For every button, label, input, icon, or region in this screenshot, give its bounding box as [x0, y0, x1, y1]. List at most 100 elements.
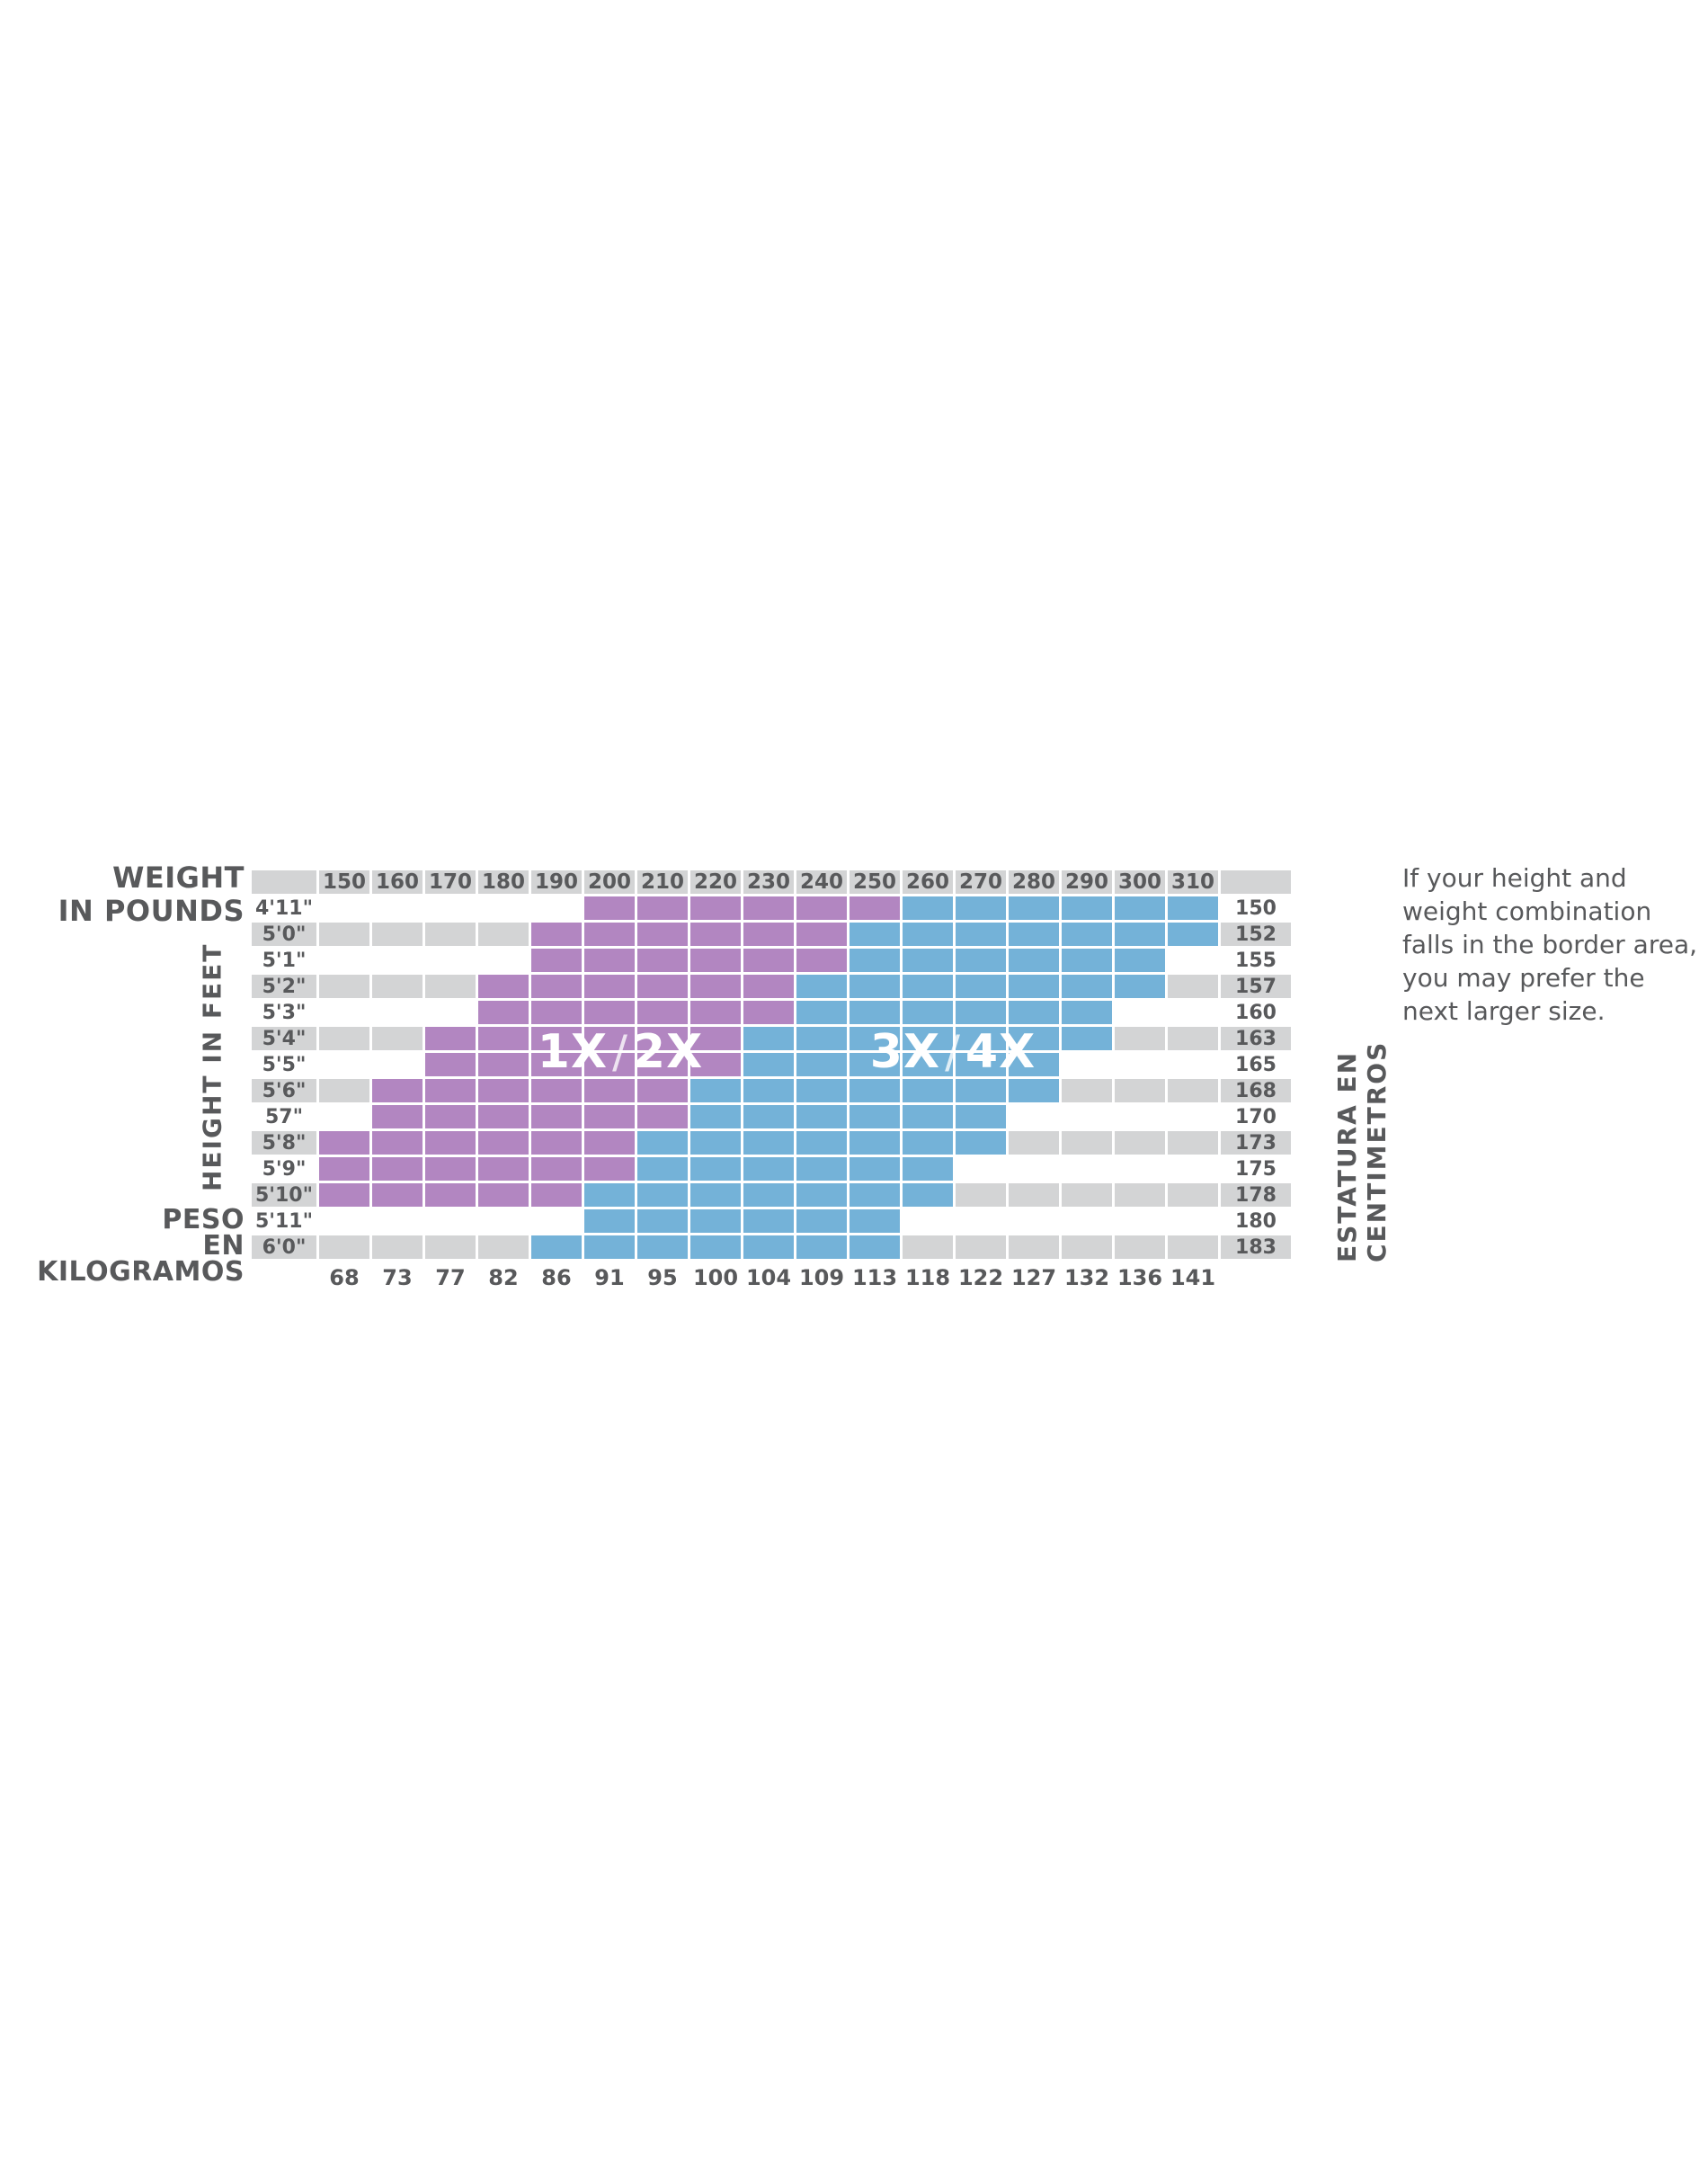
- size-cell: [319, 1131, 369, 1155]
- size-cell: [425, 1027, 476, 1050]
- size-cell: [1168, 1105, 1218, 1128]
- size-cell: [372, 923, 423, 946]
- size-cell: [531, 1131, 582, 1155]
- size-cell: [1009, 1079, 1059, 1102]
- region-1x2x-a: 1X: [537, 1025, 609, 1079]
- size-cell: [903, 1027, 953, 1050]
- size-cell: [1168, 1053, 1218, 1076]
- size-cell: [1168, 1131, 1218, 1155]
- size-cell: [690, 1131, 741, 1155]
- size-cell: [956, 1235, 1006, 1259]
- size-cell: [1009, 1001, 1059, 1024]
- size-cell: [1115, 1131, 1165, 1155]
- size-cell: [531, 1209, 582, 1233]
- size-cell: [956, 1157, 1006, 1181]
- size-cell: [1115, 1209, 1165, 1233]
- height-label-cell: 5'10": [252, 1183, 316, 1207]
- size-cell: [956, 1027, 1006, 1050]
- size-cell: [584, 1209, 635, 1233]
- kg-label: 95: [647, 1265, 678, 1290]
- size-cell: [796, 1131, 847, 1155]
- size-cell: [319, 1079, 369, 1102]
- height-label-cell: 5'4": [252, 1027, 316, 1050]
- size-cell: [956, 949, 1006, 972]
- size-cell: [478, 1105, 529, 1128]
- size-cell: [319, 923, 369, 946]
- size-cell: [850, 949, 900, 972]
- size-cell: [850, 1209, 900, 1233]
- size-cell: [1062, 1183, 1112, 1207]
- weight-header-cell: 220: [690, 870, 741, 894]
- weight-axis-label: WEIGHT IN POUNDS: [0, 861, 245, 928]
- size-cell: [743, 1001, 794, 1024]
- size-cell: [690, 896, 741, 920]
- size-cell: [319, 1157, 369, 1181]
- cm-label-cell: 150: [1235, 896, 1277, 920]
- size-cell: [690, 949, 741, 972]
- size-cell: [796, 1183, 847, 1207]
- height-label-cell: 5'11": [254, 1209, 314, 1233]
- size-cell: [850, 1183, 900, 1207]
- size-cell: [956, 1131, 1006, 1155]
- weight-header-cell: 300: [1115, 870, 1165, 894]
- size-cell: [372, 896, 423, 920]
- size-cell: [584, 1105, 635, 1128]
- size-cell: [637, 1001, 688, 1024]
- kg-label: 91: [594, 1265, 625, 1290]
- size-cell: [903, 975, 953, 998]
- size-cell: [743, 1079, 794, 1102]
- size-cell: [425, 1157, 476, 1181]
- kg-axis-line1: PESO: [162, 1204, 245, 1235]
- size-cell: [1115, 949, 1165, 972]
- size-cell: [425, 1105, 476, 1128]
- cm-label-cell: 183: [1221, 1235, 1291, 1259]
- size-cell: [478, 949, 529, 972]
- size-cell: [690, 1053, 741, 1076]
- height-axis-label: HEIGHT IN FEET: [197, 942, 227, 1192]
- size-cell: [372, 1131, 423, 1155]
- size-cell: [796, 1001, 847, 1024]
- size-cell: [1062, 1235, 1112, 1259]
- weight-header-cell: 180: [478, 870, 529, 894]
- size-cell: [531, 1079, 582, 1102]
- size-cell: [531, 1105, 582, 1128]
- size-cell: [690, 975, 741, 998]
- size-cell: [637, 1027, 688, 1050]
- kg-label: 77: [435, 1265, 466, 1290]
- size-grid: 150 160 170 180 190 200 210 220 230 240 250 260 270 2…: [252, 870, 1291, 1259]
- size-cell: [850, 975, 900, 998]
- size-cell: [478, 975, 529, 998]
- size-cell: [956, 1209, 1006, 1233]
- size-cell: [1168, 1235, 1218, 1259]
- size-cell: [531, 1183, 582, 1207]
- size-cell: [1115, 1001, 1165, 1024]
- size-cell: [1062, 975, 1112, 998]
- size-cell: [850, 1053, 900, 1076]
- estatura-axis-label: ESTATURA EN CENTIMETROS: [1332, 1040, 1392, 1262]
- size-cell: [584, 1183, 635, 1207]
- size-cell: [743, 975, 794, 998]
- size-cell: [478, 896, 529, 920]
- size-cell: [1009, 1131, 1059, 1155]
- size-cell: [1115, 1079, 1165, 1102]
- kg-label: 127: [1010, 1265, 1057, 1290]
- size-cell: [956, 1183, 1006, 1207]
- size-cell: [956, 1079, 1006, 1102]
- size-cell: [743, 1105, 794, 1128]
- size-cell: [372, 1001, 423, 1024]
- cm-label-cell: 168: [1221, 1079, 1291, 1102]
- size-cell: [425, 1079, 476, 1102]
- size-cell: [1115, 923, 1165, 946]
- size-cell: [1062, 1053, 1112, 1076]
- kg-label: 136: [1116, 1265, 1163, 1290]
- size-cell: [1115, 1157, 1165, 1181]
- size-cell: [372, 1157, 423, 1181]
- height-label-cell: 4'11": [254, 896, 314, 920]
- weight-header-cell: 210: [637, 870, 688, 894]
- size-cell: [637, 923, 688, 946]
- size-cell: [796, 1053, 847, 1076]
- size-cell: [531, 1001, 582, 1024]
- size-cell: [372, 1079, 423, 1102]
- size-cell: [425, 923, 476, 946]
- size-cell: [478, 1027, 529, 1050]
